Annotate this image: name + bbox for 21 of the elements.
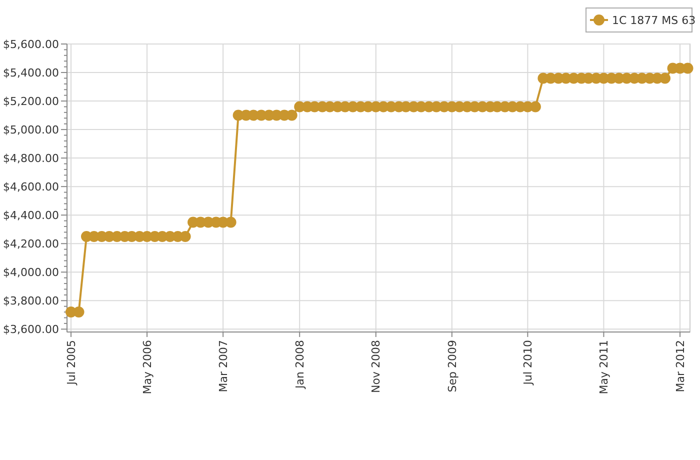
y-tick-label: $5,000.00 <box>3 123 59 136</box>
x-tick-label: Mar 2012 <box>674 340 687 392</box>
y-tick-label: $5,200.00 <box>3 94 59 108</box>
y-tick-label: $5,400.00 <box>3 66 59 80</box>
y-tick-label: $4,200.00 <box>3 237 59 250</box>
x-tick-label: May 2011 <box>598 340 611 394</box>
x-tick-label: Jul 2010 <box>522 340 535 386</box>
y-tick-label: $4,600.00 <box>3 180 59 194</box>
y-tick-label: $3,600.00 <box>3 323 59 336</box>
x-tick-label: Jan 2008 <box>293 340 306 390</box>
y-tick-label: $5,600.00 <box>3 38 59 51</box>
y-tick-label: $4,800.00 <box>3 152 59 165</box>
y-tick-label: $4,400.00 <box>3 208 59 222</box>
x-tick-label: Nov 2008 <box>370 340 383 393</box>
x-tick-label: Sep 2009 <box>446 340 459 392</box>
legend-label: 1C 1877 MS 63 <box>612 14 696 27</box>
y-tick-label: $3,800.00 <box>3 294 59 308</box>
y-tick-label: $4,000.00 <box>3 266 59 279</box>
x-tick-label: Jul 2005 <box>64 340 78 386</box>
x-tick-label: Mar 2007 <box>216 340 230 392</box>
x-tick-label: May 2006 <box>140 340 154 394</box>
